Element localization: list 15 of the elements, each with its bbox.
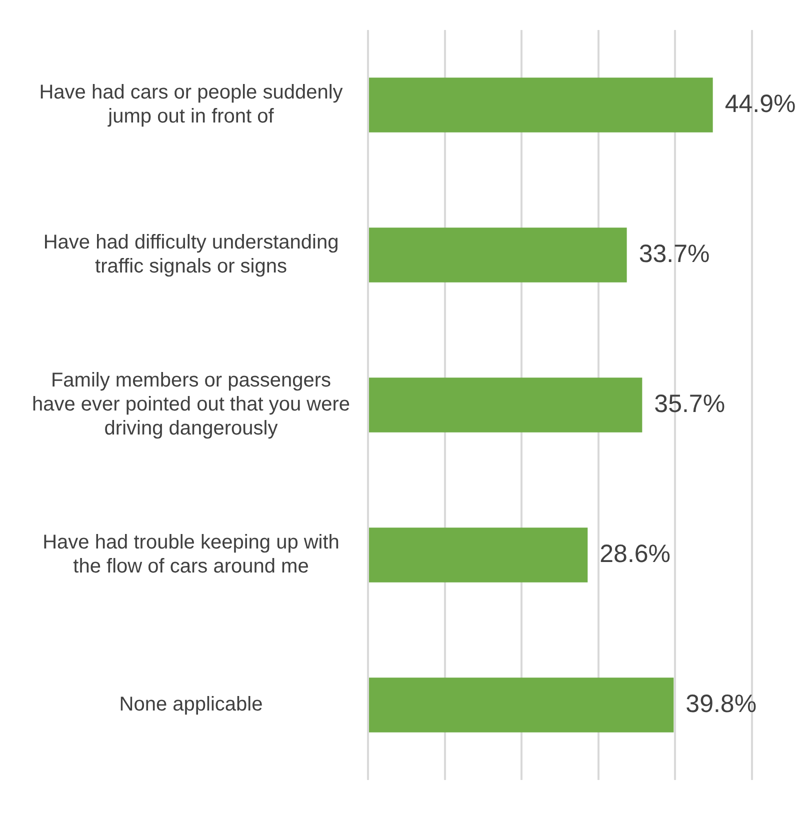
bar — [369, 228, 627, 282]
y-tick-label: Have had difficulty understanding traffic signals or signs — [43, 232, 339, 278]
y-tick-label: Family members or passengers have ever pointed out that you were driving dangerously — [32, 370, 350, 440]
y-tick-label: Have had cars or people suddenly jump out in front of — [39, 82, 343, 128]
y-tick-label: None applicable — [119, 694, 263, 716]
bar — [369, 78, 713, 132]
y-tick-label: Have had trouble keeping up with the flow of cars around me — [42, 532, 340, 578]
bar — [369, 528, 588, 582]
data-label: 33.7% — [638, 240, 710, 268]
bar — [369, 678, 674, 732]
data-label: 35.7% — [654, 390, 726, 418]
bar — [369, 378, 642, 432]
data-label: 28.6% — [600, 540, 671, 568]
data-label: 39.8% — [686, 690, 757, 718]
data-label: 44.9% — [724, 90, 796, 118]
